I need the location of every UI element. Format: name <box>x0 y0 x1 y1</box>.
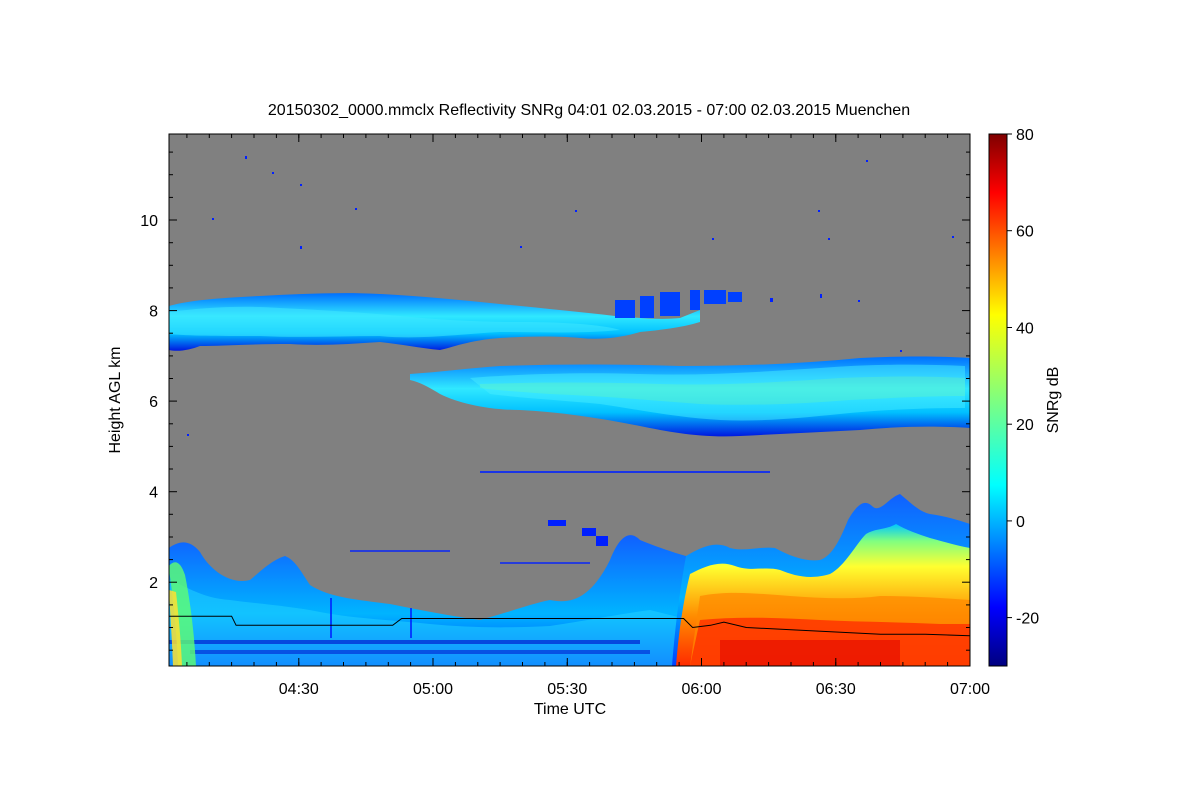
colorbar-tick-label: 0 <box>1016 514 1025 531</box>
cloud-layer-middle <box>410 356 970 437</box>
colorbar-tick-label: -20 <box>1016 611 1039 628</box>
y-tick-label: 4 <box>149 485 158 502</box>
colorbar-tick-label: 40 <box>1016 321 1034 338</box>
colorbar-label: SNRg dB <box>1045 367 1062 434</box>
y-tick-label: 2 <box>149 575 158 592</box>
speckle-points <box>187 156 954 638</box>
x-tick-label: 07:00 <box>950 681 990 698</box>
colorbar-scale <box>988 133 1008 667</box>
colorbar-tick-label: 80 <box>1016 127 1034 144</box>
x-tick-label: 06:00 <box>681 681 721 698</box>
y-axis-label: Height AGL km <box>107 346 124 453</box>
boundary-layer-lower <box>169 535 700 666</box>
colorbar: -20 0 20 40 60 80 SNRg dB <box>988 127 1062 667</box>
boundary-layer-height-line <box>169 615 970 637</box>
colorbar-tick-label: 20 <box>1016 417 1034 434</box>
cloud-top-fringe-upper <box>615 290 742 318</box>
colorbar-tick-label: 60 <box>1016 224 1034 241</box>
cloud-layer-upper <box>169 293 700 351</box>
x-tick-label: 06:30 <box>816 681 856 698</box>
y-axis: 2 4 6 8 10 <box>140 151 970 651</box>
x-tick-label: 05:00 <box>413 681 453 698</box>
boundary-layer-strong <box>672 494 970 666</box>
x-tick-label: 05:30 <box>547 681 587 698</box>
y-tick-label: 8 <box>149 304 158 321</box>
plot-frame <box>168 133 971 667</box>
x-axis: 04:30 05:00 05:30 06:00 06:30 07:00 <box>186 134 990 698</box>
y-tick-label: 10 <box>140 213 158 230</box>
x-tick-label: 04:30 <box>279 681 319 698</box>
x-axis-label: Time UTC <box>534 701 606 718</box>
colorbar-ticks: -20 0 20 40 60 80 <box>1007 127 1039 628</box>
chart-title: 20150302_0000.mmclx Reflectivity SNRg 04… <box>268 102 910 119</box>
y-tick-label: 6 <box>149 394 158 411</box>
plot-area <box>169 134 970 666</box>
